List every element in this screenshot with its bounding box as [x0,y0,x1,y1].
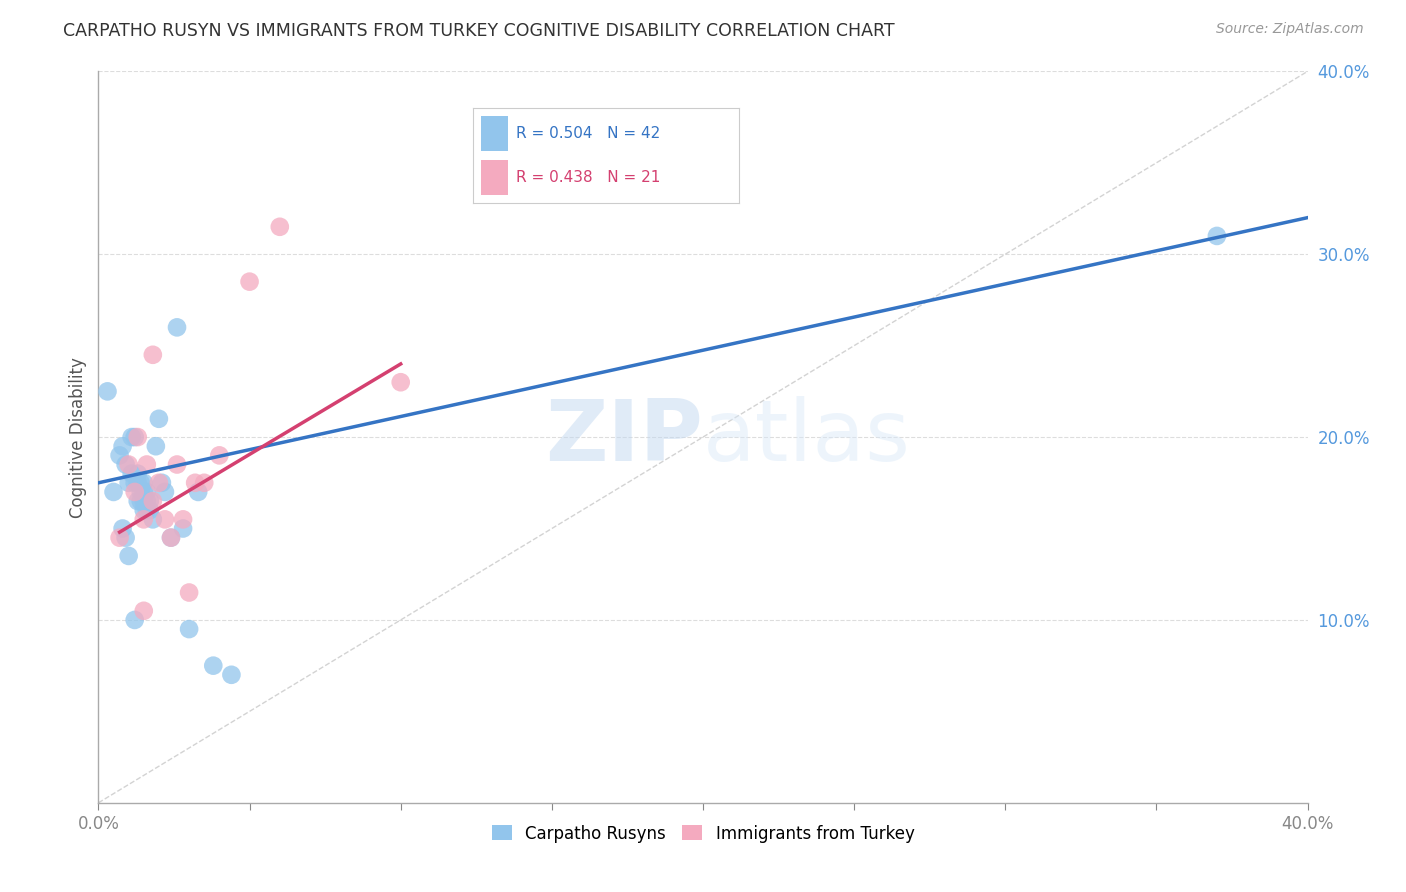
Point [179,622,201,636]
Point [202,658,225,673]
Point [118,549,141,563]
Point [132,512,155,526]
Point [139,494,162,508]
Point [132,604,155,618]
Point [132,475,155,490]
Point [114,531,136,545]
Point [132,485,155,500]
Point [269,219,291,234]
Point [124,613,146,627]
Point [129,485,152,500]
Point [172,521,194,535]
Point [127,430,149,444]
Point [132,494,155,508]
Point [187,485,209,500]
Point [389,375,412,389]
Point [166,320,188,334]
Point [124,430,146,444]
Point [129,494,152,508]
Point [127,494,149,508]
Point [148,475,170,490]
Point [172,512,194,526]
Point [148,412,170,426]
Point [221,667,243,681]
Point [135,458,157,472]
Point [108,531,131,545]
Point [142,494,165,508]
Text: Source: ZipAtlas.com: Source: ZipAtlas.com [1216,22,1364,37]
Point [118,475,141,490]
Point [121,430,143,444]
Point [121,467,143,481]
Text: atlas: atlas [703,395,911,479]
Point [142,348,165,362]
Point [150,475,173,490]
Text: CARPATHO RUSYN VS IMMIGRANTS FROM TURKEY COGNITIVE DISABILITY CORRELATION CHART: CARPATHO RUSYN VS IMMIGRANTS FROM TURKEY… [63,22,894,40]
Point [1206,229,1229,244]
Point [179,585,201,599]
Point [160,531,183,545]
Point [239,275,262,289]
Point [124,485,146,500]
Point [208,448,231,462]
Point [129,475,152,490]
Point [135,485,157,500]
Point [160,531,183,545]
Point [114,458,136,472]
Point [145,439,167,453]
Point [139,503,162,517]
Point [96,384,118,399]
Point [127,475,149,490]
Point [127,467,149,481]
Point [153,512,176,526]
Point [142,512,165,526]
Text: ZIP: ZIP [546,395,703,479]
Y-axis label: Cognitive Disability: Cognitive Disability [69,357,87,517]
Point [111,439,134,453]
Point [184,475,207,490]
Point [135,494,157,508]
Point [132,503,155,517]
Point [118,458,141,472]
Point [108,448,131,462]
Point [166,458,188,472]
Point [135,503,157,517]
Point [193,475,215,490]
Point [111,521,134,535]
Point [124,475,146,490]
Point [103,485,125,500]
Legend: Carpatho Rusyns, Immigrants from Turkey: Carpatho Rusyns, Immigrants from Turkey [485,818,921,849]
Point [153,485,176,500]
